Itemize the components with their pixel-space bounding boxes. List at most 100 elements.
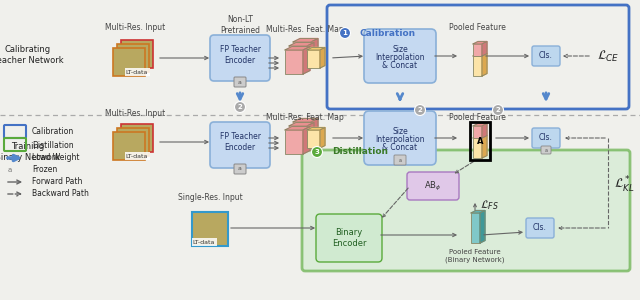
Polygon shape [285,127,310,130]
Polygon shape [311,118,318,146]
Polygon shape [307,128,325,130]
Text: Backward Path: Backward Path [32,190,89,199]
Text: Cls.: Cls. [539,134,553,142]
Text: Training
Binary Network: Training Binary Network [0,142,61,162]
Text: Interpolation: Interpolation [375,52,425,62]
Polygon shape [473,136,487,138]
Bar [125,68,150,76]
Polygon shape [293,118,318,122]
Bar [121,124,153,152]
Polygon shape [482,124,487,138]
Circle shape [415,104,426,116]
Polygon shape [289,122,314,126]
FancyBboxPatch shape [541,146,551,154]
Text: Cls.: Cls. [533,224,547,232]
Text: Pooled Feature: Pooled Feature [449,22,506,32]
Bar [307,130,320,148]
Text: a: a [238,167,242,172]
Circle shape [493,104,504,116]
Text: Single-Res. Input: Single-Res. Input [178,193,243,202]
Text: AB$_\phi$: AB$_\phi$ [424,179,442,193]
Text: 2: 2 [237,104,243,110]
FancyBboxPatch shape [407,172,459,200]
Circle shape [234,101,246,112]
Bar [113,48,145,76]
Text: FP Teacher
Encoder: FP Teacher Encoder [220,45,260,65]
FancyBboxPatch shape [234,164,246,174]
FancyBboxPatch shape [532,46,560,66]
Polygon shape [289,43,314,46]
Polygon shape [320,128,325,148]
Text: Size: Size [392,44,408,53]
Text: a: a [399,158,401,163]
Text: 2: 2 [495,107,500,113]
Text: 1: 1 [342,30,348,36]
Bar [192,238,217,246]
Text: Pooled Feature
(Binary Network): Pooled Feature (Binary Network) [445,249,505,263]
Text: $\mathcal{L}^*_{KL}$: $\mathcal{L}^*_{KL}$ [614,175,635,195]
Text: LT-data: LT-data [193,239,215,244]
Text: 3: 3 [315,149,319,155]
Text: LT-data: LT-data [126,70,148,74]
Bar [289,46,307,70]
FancyBboxPatch shape [234,77,246,87]
Text: 2: 2 [418,107,422,113]
Bar [117,128,149,156]
Text: A: A [477,136,483,146]
Circle shape [339,28,351,38]
Bar [473,138,482,158]
Bar [473,126,482,138]
Text: FP Teacher
Encoder: FP Teacher Encoder [220,132,260,152]
Text: Binary
Encoder: Binary Encoder [332,228,366,248]
Polygon shape [303,127,310,154]
Text: & Concat: & Concat [383,61,417,70]
Polygon shape [311,38,318,66]
FancyBboxPatch shape [210,35,270,81]
Polygon shape [303,46,310,74]
Text: Calibration: Calibration [360,28,416,38]
Text: & Concat: & Concat [383,143,417,152]
Text: Calibration: Calibration [32,128,74,136]
Bar [117,44,149,72]
Bar [473,56,482,76]
Text: Multi-Res. Feat. Map: Multi-Res. Feat. Map [266,112,344,122]
FancyBboxPatch shape [302,150,630,271]
Text: a: a [8,167,12,173]
Text: Load Weight: Load Weight [32,154,79,163]
Polygon shape [473,124,487,126]
Bar [121,40,153,68]
FancyBboxPatch shape [532,128,560,148]
Text: Cls.: Cls. [539,52,553,61]
Text: Calibrating
Teacher Network: Calibrating Teacher Network [0,45,63,65]
Text: Forward Path: Forward Path [32,178,83,187]
Polygon shape [293,38,318,42]
Polygon shape [307,43,314,70]
Bar [285,130,303,154]
Polygon shape [482,41,487,56]
Polygon shape [473,53,487,56]
Bar [293,122,311,146]
Polygon shape [480,211,485,243]
Text: Distillation: Distillation [32,140,74,149]
FancyBboxPatch shape [316,214,382,262]
Bar [473,44,482,56]
Polygon shape [482,53,487,76]
Bar [192,212,228,246]
Bar [285,50,303,74]
Text: Pooled Feature: Pooled Feature [449,112,506,122]
Text: Interpolation: Interpolation [375,134,425,143]
Circle shape [312,146,323,158]
FancyBboxPatch shape [210,122,270,168]
Polygon shape [471,211,485,213]
FancyBboxPatch shape [364,29,436,83]
Text: $\mathcal{L}_{CE}$: $\mathcal{L}_{CE}$ [597,48,620,64]
Polygon shape [285,46,310,50]
Bar [125,152,150,160]
Text: Multi-Res. Input: Multi-Res. Input [105,109,165,118]
Bar [293,42,311,66]
Text: Multi-Res. Feat. Map: Multi-Res. Feat. Map [266,25,344,34]
Text: Distillation: Distillation [332,148,388,157]
Bar [289,126,307,150]
Bar [113,132,145,160]
Text: a: a [238,80,242,85]
